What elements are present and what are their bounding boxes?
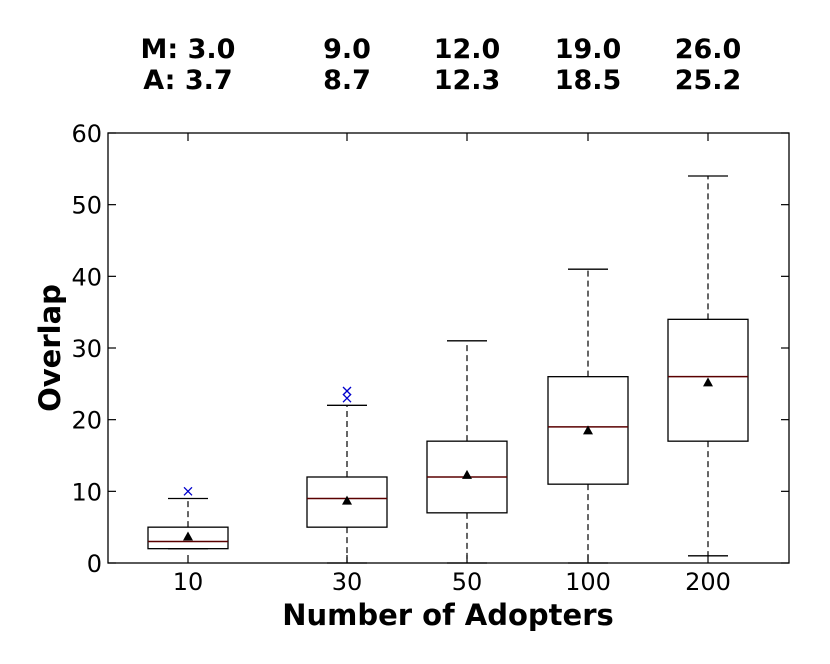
mean-marker <box>583 425 593 435</box>
median-annotation: 12.0 <box>434 34 501 65</box>
median-annotation: M: 3.0 <box>141 34 236 65</box>
median-annotation: 19.0 <box>555 34 622 65</box>
iqr-box <box>147 526 229 550</box>
box-50 <box>426 340 508 564</box>
y-tick-label: 50 <box>71 192 102 220</box>
box-200 <box>667 175 749 557</box>
average-annotation: 8.7 <box>323 65 371 96</box>
x-tick-label: 100 <box>565 568 611 596</box>
y-tick-label: 60 <box>71 120 102 148</box>
mean-marker <box>462 469 472 479</box>
average-annotation: A: 3.7 <box>143 65 232 96</box>
plot-area <box>107 132 790 564</box>
mean-marker <box>703 377 713 387</box>
y-axis: 0 10 20 30 40 50 60 <box>71 120 789 578</box>
average-annotation: 18.5 <box>555 65 622 96</box>
iqr-box <box>547 376 629 485</box>
outlier-marker <box>183 486 193 496</box>
average-annotation: 12.3 <box>434 65 501 96</box>
x-axis: 10 30 50 100 200 <box>173 133 731 596</box>
y-tick-label: 40 <box>71 263 102 291</box>
x-tick-label: 200 <box>685 568 731 596</box>
box-10 <box>147 486 229 550</box>
x-tick-label: 50 <box>452 568 483 596</box>
y-axis-label: Overlap <box>33 284 67 412</box>
box-30 <box>306 386 388 564</box>
box-100 <box>547 268 629 564</box>
iqr-box <box>306 476 388 528</box>
stats-annotations: M: 3.0A: 3.7 9.08.7 12.012.3 19.018.5 26.025… <box>141 34 742 96</box>
median-annotation: 9.0 <box>323 34 371 65</box>
mean-marker <box>183 531 193 541</box>
outlier-marker <box>342 393 352 403</box>
x-axis-label: Number of Adopters <box>282 598 614 632</box>
y-tick-label: 30 <box>71 335 102 363</box>
mean-marker <box>342 495 352 505</box>
boxes <box>147 175 749 564</box>
x-tick-label: 30 <box>332 568 363 596</box>
y-tick-label: 0 <box>87 550 102 578</box>
average-annotation: 25.2 <box>675 65 742 96</box>
median-annotation: 26.0 <box>675 34 742 65</box>
y-tick-label: 20 <box>71 407 102 435</box>
iqr-box <box>667 318 749 442</box>
y-tick-label: 10 <box>71 478 102 506</box>
outlier-marker <box>342 386 352 396</box>
x-tick-label: 10 <box>173 568 204 596</box>
